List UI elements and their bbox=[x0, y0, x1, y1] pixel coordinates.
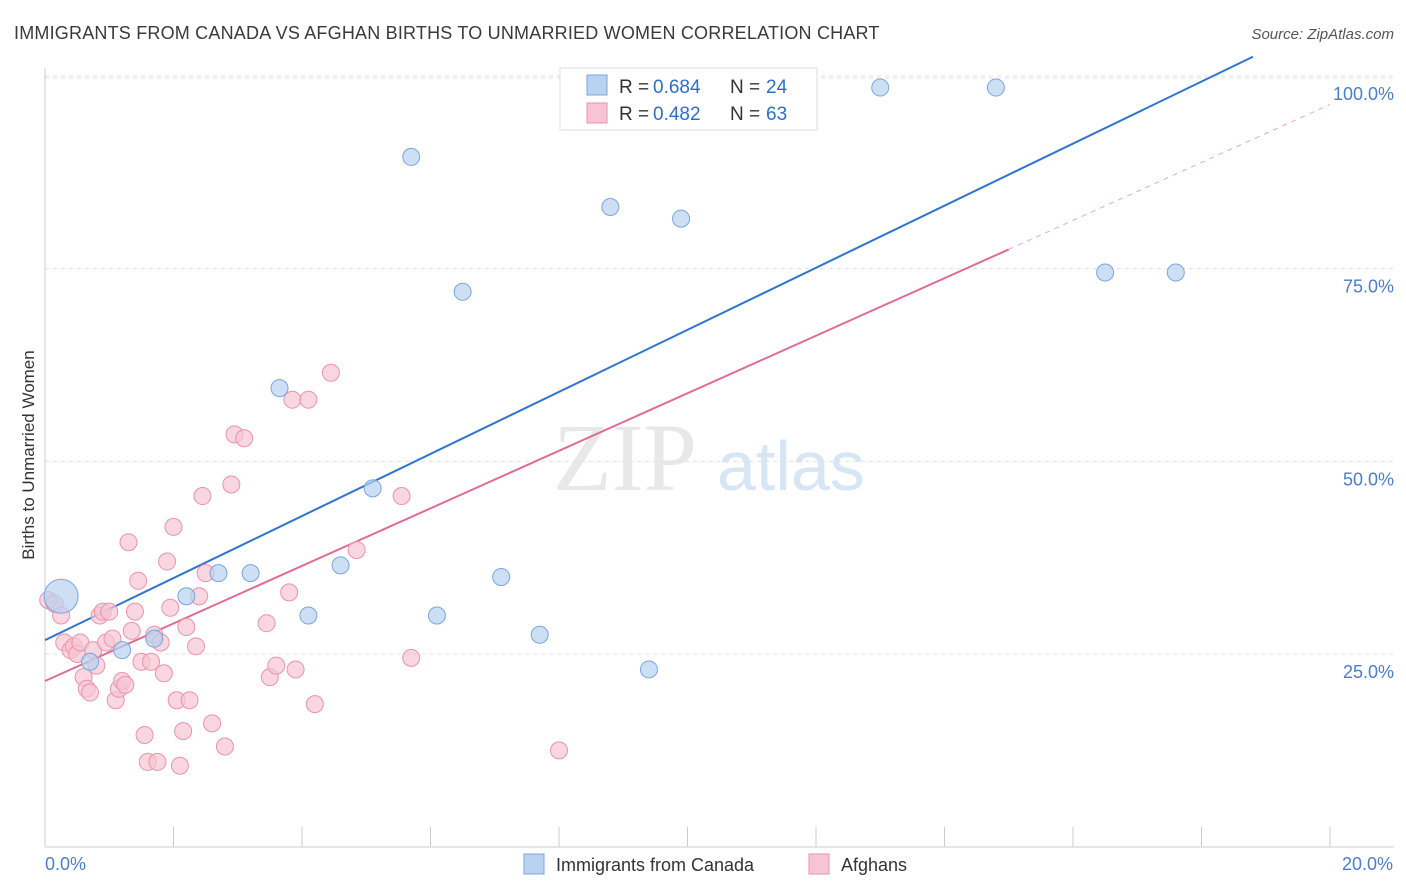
legend-swatch-canada bbox=[586, 74, 608, 96]
point-canada bbox=[209, 564, 228, 583]
point-afghans bbox=[135, 725, 154, 744]
legend-swatch-afghans bbox=[586, 102, 608, 124]
point-afghans bbox=[103, 629, 122, 648]
trend-line-afghans bbox=[44, 248, 1010, 682]
watermark-zip: ZIP bbox=[553, 404, 697, 511]
point-afghans bbox=[392, 487, 411, 506]
y-tick-label: 100.0% bbox=[1333, 84, 1394, 104]
point-canada bbox=[331, 556, 350, 575]
point-afghans bbox=[299, 390, 318, 409]
point-afghans bbox=[164, 517, 183, 536]
point-afghans bbox=[305, 695, 324, 714]
y-tick-label: 50.0% bbox=[1343, 469, 1394, 489]
trend-line-afghans-extension bbox=[1008, 104, 1331, 250]
point-afghans bbox=[402, 648, 421, 667]
point-canada bbox=[530, 625, 549, 644]
point-afghans bbox=[186, 637, 205, 656]
point-afghans bbox=[170, 756, 189, 775]
legend-r-value-canada: 0.684 bbox=[653, 77, 701, 98]
point-canada bbox=[241, 564, 260, 583]
watermark-atlas: atlas bbox=[717, 427, 865, 505]
point-canada bbox=[299, 606, 318, 625]
point-afghans bbox=[286, 660, 305, 679]
point-afghans bbox=[142, 652, 161, 671]
y-tick-label: 25.0% bbox=[1343, 662, 1394, 682]
point-canada bbox=[427, 606, 446, 625]
y-axis-label: Births to Unmarried Women bbox=[19, 350, 38, 559]
point-afghans bbox=[203, 714, 222, 733]
point-afghans bbox=[177, 618, 196, 637]
point-canada bbox=[113, 641, 132, 660]
point-afghans bbox=[321, 363, 340, 382]
point-afghans bbox=[154, 664, 173, 683]
point-canada bbox=[871, 78, 890, 97]
point-afghans bbox=[116, 675, 135, 694]
point-canada bbox=[453, 282, 472, 301]
points-layer bbox=[39, 78, 1185, 775]
point-afghans bbox=[280, 583, 299, 602]
point-canada bbox=[986, 78, 1005, 97]
point-canada bbox=[639, 660, 658, 679]
point-afghans bbox=[347, 540, 366, 559]
point-afghans bbox=[193, 487, 212, 506]
point-afghans bbox=[180, 691, 199, 710]
bottom-legend-swatch-afghans bbox=[808, 853, 830, 875]
point-afghans bbox=[550, 741, 568, 760]
point-canada bbox=[145, 629, 164, 648]
point-canada bbox=[402, 147, 421, 166]
point-canada bbox=[80, 652, 99, 671]
legend-n-label-canada: N = bbox=[730, 77, 760, 98]
point-canada bbox=[1096, 263, 1115, 282]
legend-r-value-afghans: 0.482 bbox=[653, 104, 701, 125]
point-canada bbox=[270, 379, 289, 398]
point-afghans bbox=[100, 602, 119, 621]
chart-source: Source: ZipAtlas.com bbox=[1251, 26, 1394, 43]
point-afghans bbox=[158, 552, 177, 571]
top-legend: R = 0.684 N = 24 R = 0.482 N = 63 bbox=[559, 67, 818, 131]
point-afghans bbox=[125, 602, 144, 621]
legend-n-value-canada: 24 bbox=[766, 77, 788, 98]
chart-title: IMMIGRANTS FROM CANADA VS AFGHAN BIRTHS … bbox=[14, 23, 880, 43]
legend-n-label-afghans: N = bbox=[730, 104, 760, 125]
bottom-legend: Immigrants from Canada Afghans bbox=[523, 853, 907, 875]
legend-r-label-canada: R = bbox=[619, 77, 649, 98]
axis-layer bbox=[44, 68, 1394, 848]
point-afghans bbox=[174, 722, 193, 741]
trend-layer bbox=[44, 55, 1331, 682]
legend-n-value-afghans: 63 bbox=[766, 104, 787, 125]
x-tick-label: 20.0% bbox=[1342, 854, 1393, 874]
point-canada bbox=[43, 578, 79, 614]
point-afghans bbox=[148, 752, 167, 771]
tick-label-layer: 25.0% 50.0% 75.0% 100.0% 0.0% 20.0% bbox=[45, 84, 1394, 874]
point-afghans bbox=[119, 533, 138, 552]
point-canada bbox=[492, 567, 511, 586]
trend-line-canada bbox=[44, 55, 1254, 642]
bottom-legend-label-canada: Immigrants from Canada bbox=[556, 855, 755, 875]
point-afghans bbox=[235, 429, 254, 448]
x-tick-label: 0.0% bbox=[45, 854, 86, 874]
point-afghans bbox=[80, 683, 99, 702]
point-afghans bbox=[257, 614, 276, 633]
point-canada bbox=[1166, 263, 1185, 282]
point-canada bbox=[672, 209, 691, 228]
point-afghans bbox=[222, 475, 241, 494]
point-canada bbox=[601, 198, 620, 217]
point-canada bbox=[177, 587, 196, 606]
point-afghans bbox=[129, 571, 148, 590]
bottom-legend-swatch-canada bbox=[523, 853, 545, 875]
y-tick-label: 75.0% bbox=[1343, 277, 1394, 297]
point-afghans bbox=[215, 737, 234, 756]
bottom-legend-label-afghans: Afghans bbox=[841, 855, 907, 875]
point-afghans bbox=[122, 621, 141, 640]
legend-r-label-afghans: R = bbox=[619, 104, 649, 125]
point-afghans bbox=[161, 598, 180, 617]
point-afghans bbox=[267, 656, 286, 675]
point-canada bbox=[363, 479, 382, 498]
